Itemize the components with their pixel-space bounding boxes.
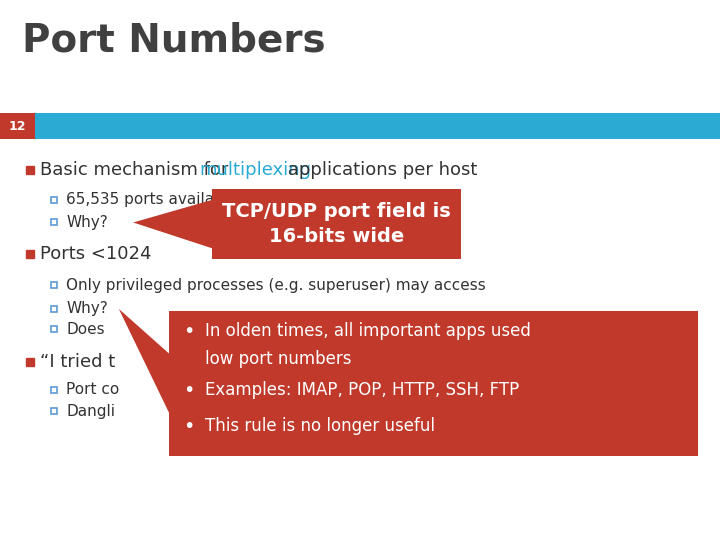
Text: •: •	[184, 322, 195, 341]
Text: Only privileged processes (e.g. superuser) may access: Only privileged processes (e.g. superuse…	[66, 278, 486, 293]
Text: low port numbers: low port numbers	[205, 350, 351, 368]
Text: 65,535 ports available: 65,535 ports available	[66, 192, 238, 207]
Text: •: •	[184, 417, 195, 436]
Text: Dangli: Dangli	[66, 404, 115, 419]
Text: Does: Does	[66, 322, 105, 337]
Text: 12: 12	[9, 120, 26, 133]
FancyBboxPatch shape	[0, 113, 35, 139]
Text: TCP/UDP port field is
16-bits wide: TCP/UDP port field is 16-bits wide	[222, 202, 451, 246]
Polygon shape	[119, 309, 169, 413]
FancyBboxPatch shape	[212, 189, 461, 259]
Text: In olden times, all important apps used: In olden times, all important apps used	[205, 322, 531, 340]
FancyBboxPatch shape	[0, 113, 720, 139]
Text: Why?: Why?	[66, 301, 108, 316]
Text: Port co: Port co	[66, 382, 120, 397]
Polygon shape	[133, 200, 212, 248]
Text: Why?: Why?	[66, 215, 108, 230]
Text: “I tried t: “I tried t	[40, 353, 115, 371]
Text: Examples: IMAP, POP, HTTP, SSH, FTP: Examples: IMAP, POP, HTTP, SSH, FTP	[205, 381, 519, 399]
Text: Basic mechanism for: Basic mechanism for	[40, 161, 234, 179]
Text: applications per host: applications per host	[282, 161, 477, 179]
Text: Port Numbers: Port Numbers	[22, 22, 325, 59]
FancyBboxPatch shape	[169, 310, 698, 456]
Text: •: •	[184, 381, 195, 400]
Text: multiplexing: multiplexing	[199, 161, 312, 179]
Text: This rule is no longer useful: This rule is no longer useful	[205, 417, 435, 435]
Text: Ports <1024: Ports <1024	[40, 245, 151, 263]
